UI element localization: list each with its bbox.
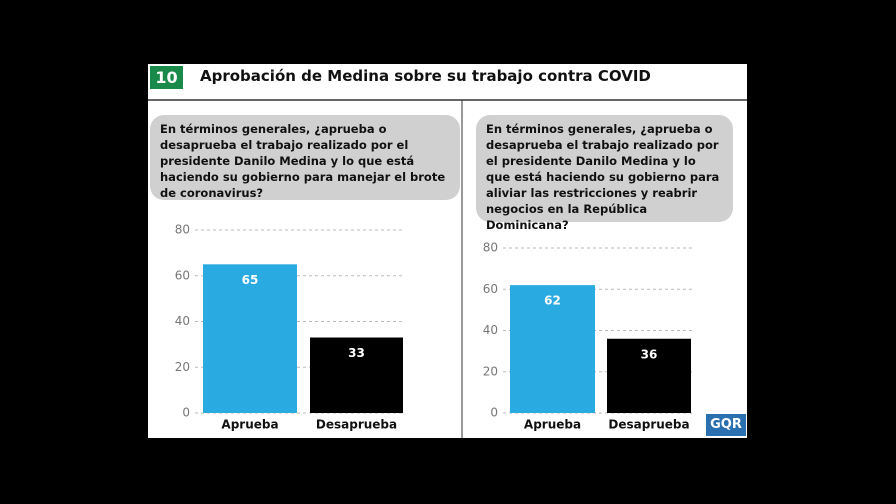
bar bbox=[510, 285, 595, 413]
value-label: 33 bbox=[348, 346, 365, 360]
question: En términos generales, ¿aprueba o desapr… bbox=[476, 115, 733, 232]
question: En términos generales, ¿aprueba o desapr… bbox=[150, 115, 460, 200]
value-label: 65 bbox=[242, 273, 259, 287]
value-label: 36 bbox=[641, 347, 658, 361]
y-tick-label: 0 bbox=[182, 406, 190, 420]
y-tick-label: 20 bbox=[175, 360, 190, 374]
y-tick-label: 0 bbox=[490, 406, 498, 420]
logo: GQR bbox=[706, 414, 746, 436]
x-tick-label: Desaprueba bbox=[316, 418, 397, 432]
value-label: 62 bbox=[544, 294, 561, 308]
y-tick-label: 40 bbox=[175, 314, 190, 328]
y-tick-label: 40 bbox=[483, 323, 498, 337]
header-title: Aprobación de Medina sobre su trabajo co… bbox=[200, 67, 651, 85]
y-tick-label: 60 bbox=[483, 282, 498, 296]
header-number: 10 bbox=[150, 66, 183, 89]
bar bbox=[607, 338, 691, 413]
x-tick-label: Aprueba bbox=[221, 418, 278, 432]
y-tick-label: 20 bbox=[483, 364, 498, 378]
y-tick-label: 60 bbox=[175, 268, 190, 282]
bar bbox=[203, 264, 297, 413]
y-tick-label: 80 bbox=[483, 241, 498, 255]
x-tick-label: Aprueba bbox=[524, 418, 581, 432]
y-tick-label: 80 bbox=[175, 223, 190, 237]
bar bbox=[310, 337, 403, 413]
x-tick-label: Desaprueba bbox=[608, 418, 689, 432]
